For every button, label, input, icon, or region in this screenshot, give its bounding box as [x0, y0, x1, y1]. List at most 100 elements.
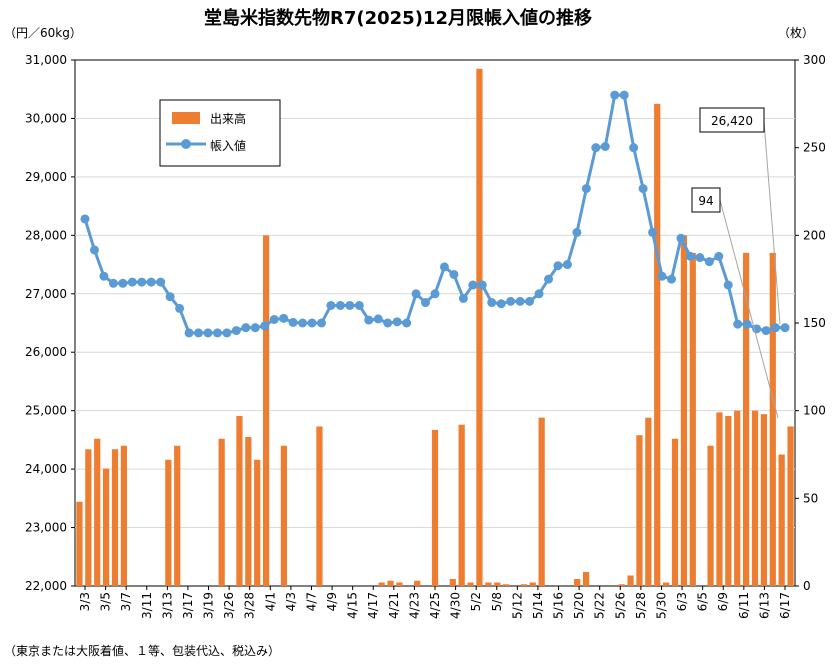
x-tick-label: 5/28 [634, 592, 648, 619]
settlement-point [487, 298, 497, 308]
settlement-point [184, 328, 194, 338]
settlement-point [657, 271, 667, 281]
volume-bar [476, 68, 483, 587]
x-tick-label: 6/9 [716, 592, 730, 611]
settlement-point [146, 277, 156, 287]
settlement-point [175, 303, 185, 313]
right-tick-label: 50 [803, 491, 818, 505]
x-tick-label: 3/5 [99, 592, 113, 611]
volume-bar [529, 582, 536, 586]
volume-bar [760, 414, 767, 586]
x-tick-label: 4/9 [325, 592, 339, 611]
volume-bar [636, 435, 643, 586]
settlement-point [619, 90, 629, 100]
settlement-point [714, 251, 724, 261]
x-tick-label: 5/20 [572, 592, 586, 619]
settlement-point [761, 326, 771, 336]
volume-bar [254, 459, 261, 586]
volume-bar [431, 429, 439, 586]
callout-volume-text: 94 [698, 194, 713, 208]
left-tick-label: 30,000 [25, 111, 67, 125]
x-tick-label: 4/7 [304, 592, 318, 611]
volume-bar [236, 415, 243, 586]
volume-bar [645, 417, 652, 586]
settlement-point [477, 280, 487, 290]
volume-bar [449, 578, 456, 586]
settlement-point [458, 293, 468, 303]
x-tick-label: 5/22 [593, 592, 607, 619]
left-tick-label: 23,000 [25, 521, 67, 535]
callout-settlement: 26,420 [699, 107, 781, 325]
settlement-point [364, 315, 374, 325]
right-tick-label: 250 [803, 141, 826, 155]
right-tick-label: 100 [803, 404, 826, 418]
volume-bars [76, 68, 794, 587]
settlement-point [316, 318, 326, 328]
settlement-point [165, 292, 175, 302]
footnote: （東京または大阪着値、１等、包装代込、税込み） [4, 643, 280, 658]
volume-bar [716, 412, 723, 586]
settlement-point [648, 227, 658, 237]
settlement-point [383, 318, 393, 328]
settlement-point [212, 328, 222, 338]
volume-bar [485, 582, 492, 586]
x-tick-label: 5/26 [613, 592, 627, 619]
x-tick-label: 3/17 [181, 592, 195, 619]
settlement-point [685, 251, 695, 261]
x-tick-label: 6/5 [696, 592, 710, 611]
volume-bar [787, 426, 794, 586]
settlement-point [203, 328, 213, 338]
volume-bar [503, 584, 510, 586]
volume-bar [751, 410, 759, 586]
settlement-point [704, 257, 714, 267]
left-axis-ticks: 22,000 23,000 24,000 25,000 26,000 27,000 28,0… [25, 53, 75, 593]
settlement-point [742, 319, 752, 329]
left-tick-label: 25,000 [25, 404, 67, 418]
x-tick-label: 5/16 [552, 592, 566, 619]
volume-bar [743, 252, 750, 586]
x-tick-label: 3/19 [202, 592, 216, 619]
x-tick-label: 4/21 [387, 592, 401, 619]
left-tick-label: 27,000 [25, 287, 67, 301]
settlement-point [544, 274, 554, 284]
callout-settlement-leader [763, 121, 781, 325]
volume-bar [165, 459, 172, 586]
settlement-point [468, 280, 478, 290]
volume-bar [120, 445, 127, 586]
settlement-point [411, 289, 421, 299]
settlement-point [194, 328, 204, 338]
settlement-point [108, 278, 118, 288]
x-tick-label: 4/25 [428, 592, 442, 619]
left-tick-label: 24,000 [25, 462, 67, 476]
settlement-point [780, 323, 790, 333]
x-tick-label: 4/1 [263, 592, 277, 611]
volume-bar [574, 578, 581, 586]
legend: 出来高 帳入値 [159, 99, 281, 167]
right-axis-ticks: 0 50 100 150 200 250 300 [795, 53, 826, 593]
settlement-point [345, 300, 355, 310]
left-tick-label: 22,000 [25, 579, 67, 593]
settlement-point [335, 300, 345, 310]
settlement-point [525, 296, 535, 306]
x-tick-label: 6/17 [778, 592, 792, 619]
settlement-point [421, 298, 431, 308]
settlement-point [515, 296, 525, 306]
x-tick-label: 5/2 [469, 592, 483, 611]
settlement-point [288, 317, 298, 327]
volume-bar [689, 252, 696, 586]
settlement-line [80, 90, 790, 338]
settlement-point [326, 300, 336, 310]
settlement-point [562, 260, 572, 270]
settlement-point [581, 184, 591, 194]
legend-box [159, 99, 281, 167]
settlement-point [733, 319, 743, 329]
volume-bar [103, 468, 110, 586]
volume-bar [627, 575, 634, 586]
x-tick-label: 5/8 [490, 592, 504, 611]
volume-bar [520, 584, 527, 586]
settlement-point [89, 245, 99, 255]
legend-volume-swatch [172, 112, 200, 124]
callout-settlement-box [699, 107, 765, 133]
x-tick-label: 4/15 [346, 592, 360, 619]
x-tick-label: 3/7 [119, 592, 133, 611]
